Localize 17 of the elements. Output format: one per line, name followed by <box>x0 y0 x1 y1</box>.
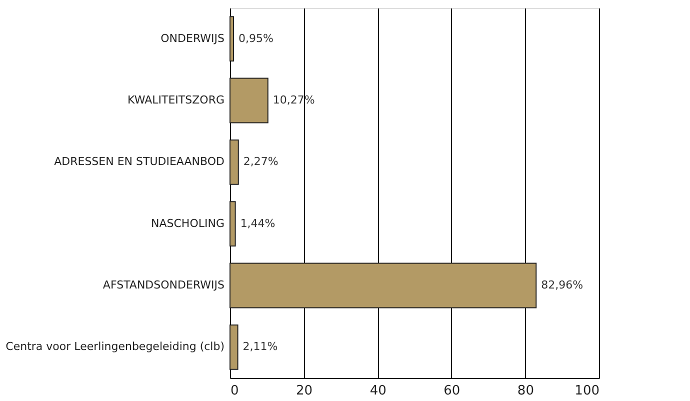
x-tick-label: 80 <box>517 384 534 398</box>
y-tick-label: ADRESSEN EN STUDIEAANBOD <box>54 155 224 168</box>
data-label: 82,96% <box>541 278 584 292</box>
y-tick-label: AFSTANDSONDERWIJS <box>102 278 225 292</box>
y-tick-label: NASCHOLING <box>151 216 224 230</box>
x-tick-label: 60 <box>444 384 460 398</box>
y-tick-label: Centra voor Leerlingenbegeleiding (clb) <box>6 340 224 354</box>
data-label: 0,95% <box>238 32 274 45</box>
data-label: 2,27% <box>243 155 278 168</box>
x-tick-label: 40 <box>370 384 386 398</box>
data-label: 1,44% <box>240 216 276 230</box>
x-tick-label: 0 <box>230 384 239 398</box>
y-tick-label: ONDERWIJS <box>160 32 225 45</box>
x-tick-label: 20 <box>296 384 313 398</box>
data-label: 2,11% <box>242 340 278 354</box>
y-tick-label: KWALITEITSZORG <box>128 94 224 106</box>
x-tick-label: 100 <box>574 384 600 398</box>
